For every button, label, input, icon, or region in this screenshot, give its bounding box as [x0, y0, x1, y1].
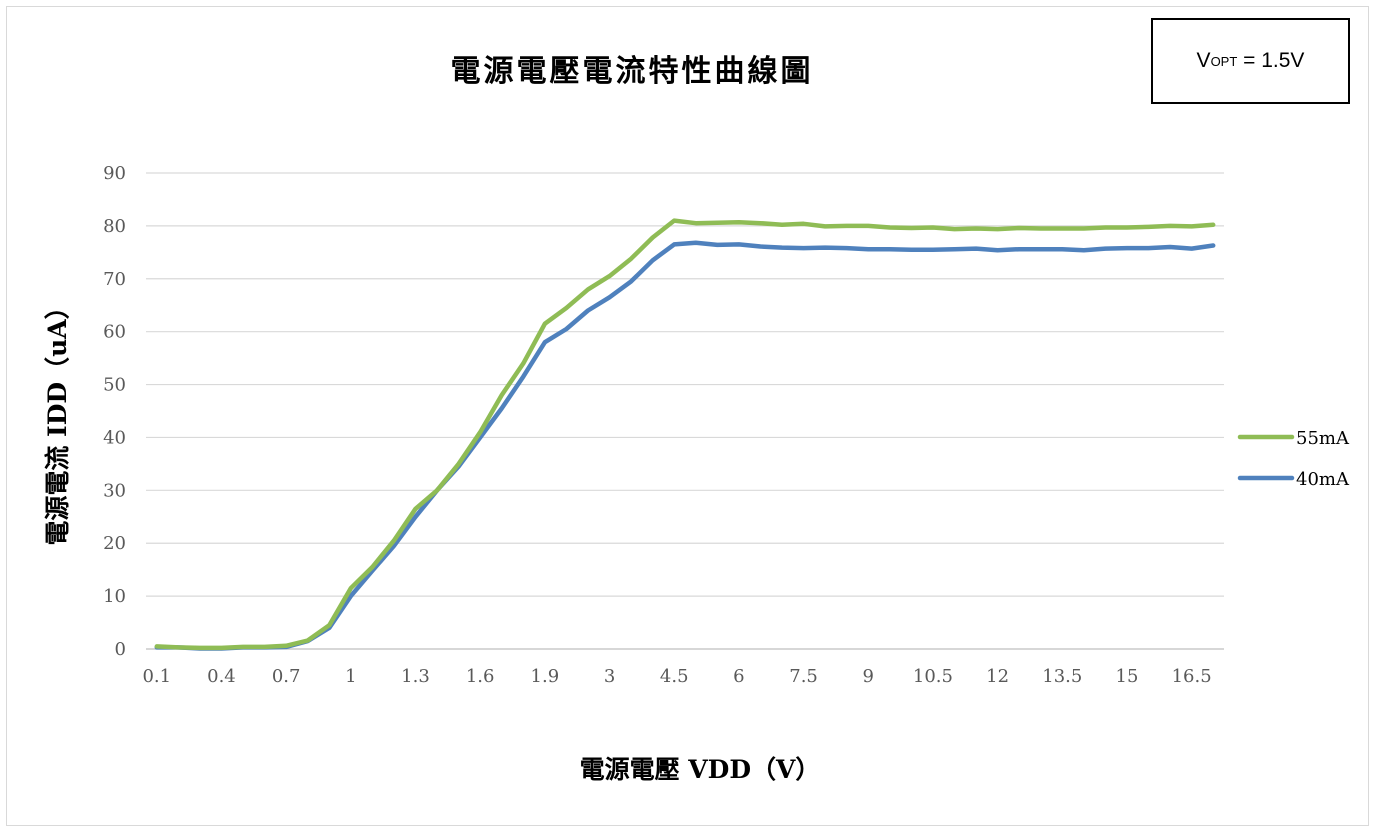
- y-tick-label: 10: [103, 586, 126, 607]
- chart-frame: [6, 6, 1369, 826]
- y-tick-label: 30: [103, 480, 126, 501]
- x-axis-title: 電源電壓 VDD（V）: [579, 755, 821, 784]
- x-tick-label: 0.4: [207, 666, 236, 687]
- x-tick-label: 0.7: [272, 666, 301, 687]
- y-tick-label: 60: [103, 322, 126, 343]
- annotation-sub: OPT: [1210, 53, 1238, 69]
- annotation-main: V: [1196, 49, 1211, 72]
- y-tick-label: 70: [103, 269, 126, 290]
- legend-label: 55mA: [1296, 428, 1350, 449]
- x-tick-label: 6: [733, 666, 744, 687]
- x-tick-label: 1: [345, 666, 356, 687]
- x-tick-label: 1.3: [401, 666, 430, 687]
- annotation-rest: = 1.5V: [1237, 49, 1305, 72]
- series-line-40mA: [154, 240, 1216, 651]
- y-tick-label: 80: [103, 216, 126, 237]
- x-tick-label: 12: [986, 666, 1009, 687]
- y-tick-label: 90: [103, 163, 126, 184]
- x-tick-label: 10.5: [913, 666, 953, 687]
- x-tick-label: 4.5: [660, 666, 689, 687]
- x-tick-label: 7.5: [789, 666, 818, 687]
- x-tick-label: 16.5: [1172, 666, 1212, 687]
- x-tick-label: 13.5: [1042, 666, 1082, 687]
- x-tick-label: 9: [863, 666, 874, 687]
- x-tick-label: 3: [604, 666, 615, 687]
- x-tick-label: 0.1: [142, 666, 171, 687]
- y-tick-label: 20: [103, 533, 126, 554]
- y-tick-label: 40: [103, 427, 126, 448]
- x-tick-label: 1.6: [466, 666, 495, 687]
- annotation-box: V OPT = 1.5V: [1151, 18, 1350, 104]
- x-tick-label: 1.9: [531, 666, 560, 687]
- x-tick-label: 15: [1116, 666, 1139, 687]
- y-tick-label: 50: [103, 375, 126, 396]
- y-axis-title: 電源電流 IDD（uA）: [43, 294, 72, 546]
- y-tick-label: 0: [115, 639, 126, 660]
- legend-label: 40mA: [1296, 469, 1350, 490]
- chart-title: 電源電壓電流特性曲線圖: [450, 54, 814, 89]
- series-line-55mA: [154, 218, 1216, 651]
